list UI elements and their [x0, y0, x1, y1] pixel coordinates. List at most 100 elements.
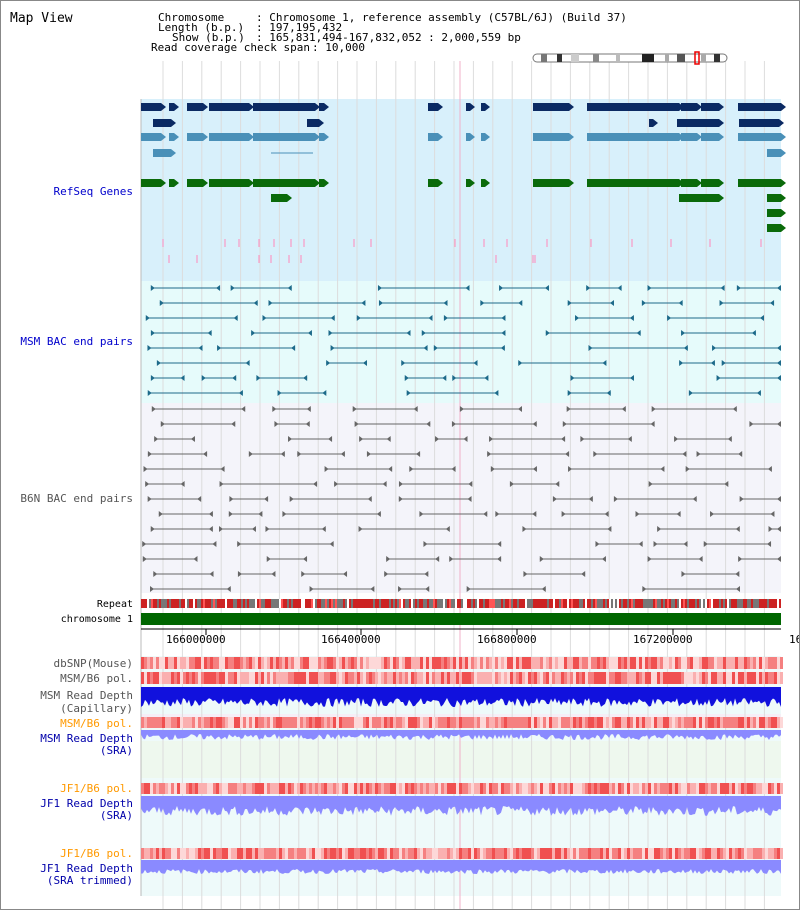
repeat-bar: [357, 599, 359, 608]
bac-end: [207, 330, 212, 336]
heat-cell: [264, 717, 267, 728]
jf1-read-depth-sra-sub: (SRA): [99, 809, 133, 822]
heat-cell: [393, 657, 396, 669]
heat-cell: [585, 717, 588, 728]
heat-cell: [399, 657, 402, 669]
heat-cell: [660, 783, 663, 794]
repeat-bar: [229, 599, 231, 608]
msm-read-depth-sra-sub: (SRA): [99, 744, 133, 757]
heat-cell: [738, 783, 741, 794]
repeat-bar: [639, 599, 641, 608]
repeat-bar: [259, 599, 261, 608]
heat-cell: [366, 657, 369, 669]
repeat-bar: [271, 599, 273, 608]
heat-cell: [552, 672, 555, 684]
repeat-bar: [205, 599, 207, 608]
heat-cell: [309, 672, 312, 684]
heat-cell: [204, 657, 207, 669]
heat-cell: [441, 783, 444, 794]
heat-cell: [252, 783, 255, 794]
heat-cell: [381, 657, 384, 669]
repeat-bar: [329, 599, 331, 608]
heat-cell: [567, 848, 570, 859]
heat-cell: [516, 717, 519, 728]
heat-cell: [708, 672, 711, 684]
gene-exon: [253, 103, 315, 111]
repeat-bar: [189, 599, 191, 608]
ideogram: [532, 53, 728, 63]
heat-cell: [153, 848, 156, 859]
heat-cell: [699, 657, 702, 669]
heat-cell: [543, 783, 546, 794]
heat-cell: [354, 657, 357, 669]
bac-end: [483, 511, 488, 517]
bac-end: [463, 436, 468, 442]
repeat-bar: [231, 599, 233, 608]
heat-cell: [141, 717, 144, 728]
repeat-bar: [209, 599, 211, 608]
heat-cell: [348, 717, 351, 728]
heat-cell: [171, 717, 174, 728]
heat-cell: [474, 672, 477, 684]
heat-cell: [774, 672, 777, 684]
read-depth-area: [141, 687, 781, 707]
heat-cell: [324, 717, 327, 728]
bac-end: [366, 451, 371, 457]
heat-cell: [636, 848, 639, 859]
heat-cell: [540, 672, 543, 684]
heat-cell: [318, 783, 321, 794]
heat-cell: [462, 672, 465, 684]
bac-end: [777, 375, 781, 381]
heat-cell: [207, 717, 210, 728]
repeat-bar: [157, 599, 159, 608]
heat-cell: [741, 672, 744, 684]
gene-arrow: [697, 133, 702, 141]
heat-cell: [651, 672, 654, 684]
heat-cell: [207, 848, 210, 859]
heat-cell: [315, 717, 318, 728]
ideogram-band: [642, 54, 654, 62]
heat-cell: [657, 657, 660, 669]
gene-exon: [153, 149, 171, 157]
heat-cell: [552, 848, 555, 859]
bac-end: [237, 571, 242, 577]
heat-cell: [363, 672, 366, 684]
heat-cell: [672, 717, 675, 728]
gene-exon: [481, 133, 485, 141]
repeat-bar: [217, 599, 219, 608]
bac-end: [509, 481, 514, 487]
heat-cell: [765, 783, 768, 794]
gene-exon: [169, 133, 174, 141]
bac-end: [570, 375, 575, 381]
bac-end: [433, 345, 438, 351]
bac-end: [660, 466, 665, 472]
bac-end: [777, 496, 781, 502]
repeat-bar: [275, 599, 277, 608]
heat-cell: [240, 783, 243, 794]
heat-cell: [504, 848, 507, 859]
heat-cell: [756, 783, 759, 794]
repeat-bar: [503, 599, 505, 608]
repeat-bar: [515, 599, 517, 608]
gene-exon: [209, 133, 249, 141]
gene-arrow: [719, 179, 724, 187]
repeat-bar: [321, 599, 323, 608]
heat-cell: [750, 717, 753, 728]
bac-end: [641, 300, 646, 306]
b6n-track-bg: [141, 403, 781, 593]
heat-cell: [618, 657, 621, 669]
repeat-bar: [759, 599, 761, 608]
repeat-bar: [559, 599, 561, 608]
heat-cell: [297, 848, 300, 859]
heat-cell: [378, 657, 381, 669]
refseq-genes-label: RefSeq Genes: [53, 185, 133, 198]
bac-end: [256, 375, 261, 381]
repeat-bar: [747, 599, 749, 608]
heat-cell: [198, 672, 201, 684]
repeat-bar: [419, 599, 421, 608]
repeat-bar: [277, 599, 279, 608]
heat-cell: [636, 783, 639, 794]
heat-cell: [243, 672, 246, 684]
bac-end: [692, 496, 697, 502]
